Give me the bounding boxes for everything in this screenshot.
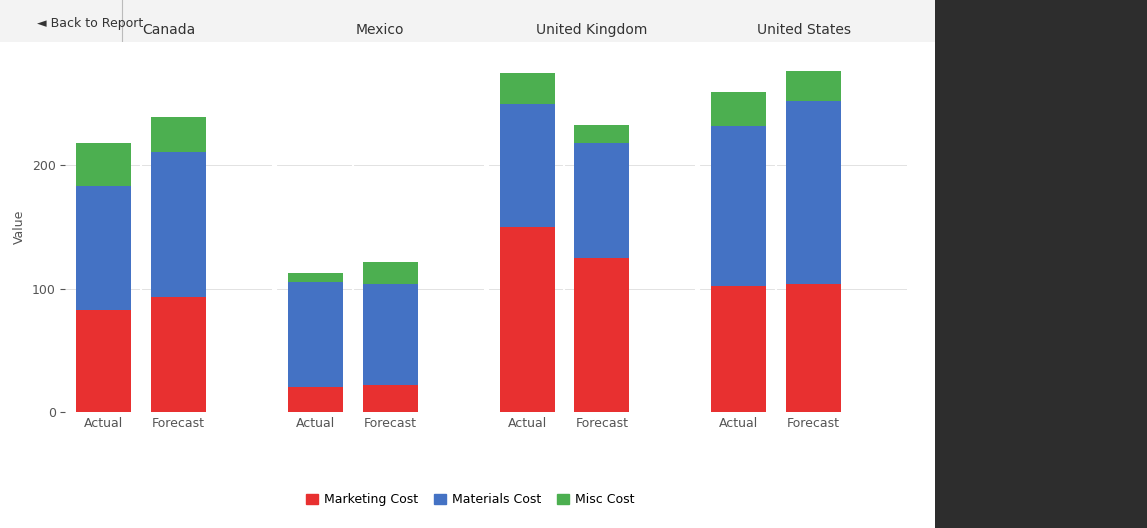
Bar bbox=[77, 309, 131, 412]
Bar bbox=[151, 152, 206, 297]
Bar bbox=[151, 117, 206, 152]
Bar bbox=[77, 186, 131, 309]
Bar bbox=[288, 282, 343, 387]
Title: United States: United States bbox=[757, 23, 851, 37]
Bar bbox=[786, 71, 841, 101]
Bar bbox=[77, 143, 131, 186]
Bar bbox=[711, 126, 766, 286]
Legend: Marketing Cost, Materials Cost, Misc Cost: Marketing Cost, Materials Cost, Misc Cos… bbox=[301, 488, 640, 511]
Bar bbox=[786, 284, 841, 412]
Bar bbox=[500, 227, 554, 412]
Bar bbox=[575, 143, 630, 258]
Title: United Kingdom: United Kingdom bbox=[536, 23, 648, 37]
Y-axis label: Value: Value bbox=[14, 210, 26, 244]
Title: Canada: Canada bbox=[142, 23, 195, 37]
Text: ◄ Back to Report: ◄ Back to Report bbox=[38, 17, 143, 30]
Bar bbox=[362, 261, 418, 284]
Bar bbox=[362, 284, 418, 385]
Bar bbox=[786, 101, 841, 284]
Bar bbox=[575, 258, 630, 412]
Bar bbox=[500, 73, 554, 104]
Bar bbox=[711, 91, 766, 126]
Bar bbox=[362, 385, 418, 412]
Bar bbox=[500, 104, 554, 227]
Title: Mexico: Mexico bbox=[356, 23, 405, 37]
Bar bbox=[288, 272, 343, 282]
Bar bbox=[575, 125, 630, 143]
Bar bbox=[711, 286, 766, 412]
Bar bbox=[288, 387, 343, 412]
Bar bbox=[151, 297, 206, 412]
